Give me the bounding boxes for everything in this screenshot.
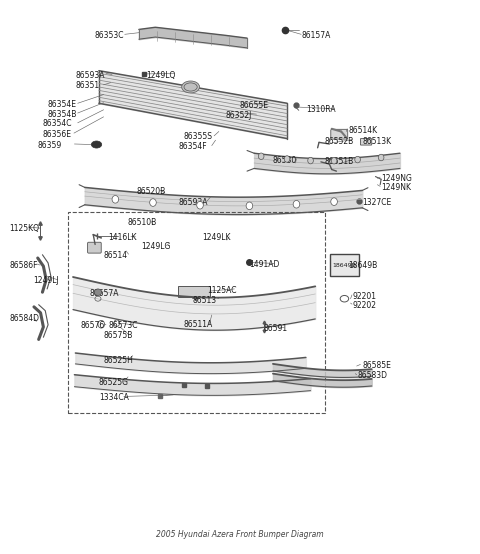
FancyBboxPatch shape (87, 242, 101, 253)
Circle shape (331, 198, 337, 206)
Text: 86593A: 86593A (179, 198, 208, 207)
FancyBboxPatch shape (179, 286, 210, 296)
Text: 86552B: 86552B (324, 137, 354, 146)
Text: 1125KQ: 1125KQ (10, 224, 39, 233)
Circle shape (112, 196, 119, 203)
Text: 86591: 86591 (264, 324, 288, 333)
Text: 86352J: 86352J (226, 111, 252, 120)
Text: 86584D: 86584D (10, 314, 39, 324)
Text: 86525H: 86525H (104, 356, 133, 365)
Text: 1327CE: 1327CE (362, 198, 392, 207)
Text: 1249NK: 1249NK (381, 183, 411, 192)
Text: 2005 Hyundai Azera Front Bumper Diagram: 2005 Hyundai Azera Front Bumper Diagram (156, 530, 324, 538)
Text: 86593A: 86593A (75, 70, 105, 80)
Text: 86551B: 86551B (324, 157, 354, 166)
FancyBboxPatch shape (360, 138, 372, 145)
Text: 1249LG: 1249LG (141, 242, 170, 251)
Text: 86354F: 86354F (179, 142, 207, 151)
Text: 86514: 86514 (104, 251, 128, 260)
Text: 1249NG: 1249NG (381, 174, 412, 183)
Circle shape (284, 156, 290, 162)
Text: 86354E: 86354E (47, 100, 76, 109)
Text: 86511A: 86511A (183, 320, 213, 329)
Text: 1125AC: 1125AC (207, 285, 237, 295)
Text: 86513K: 86513K (362, 137, 391, 146)
Text: 86514K: 86514K (348, 126, 377, 135)
Text: 86353C: 86353C (94, 31, 124, 40)
Text: 86576: 86576 (80, 321, 104, 330)
Text: 86351: 86351 (75, 81, 99, 90)
Text: 86354B: 86354B (47, 110, 76, 119)
Circle shape (197, 202, 204, 209)
Circle shape (355, 156, 360, 163)
Text: 86359: 86359 (38, 141, 62, 150)
Ellipse shape (181, 81, 200, 93)
Ellipse shape (91, 141, 102, 148)
Text: 86525G: 86525G (99, 378, 129, 387)
Text: 1491AD: 1491AD (250, 260, 280, 269)
Text: 86356E: 86356E (42, 130, 72, 138)
Text: 86657A: 86657A (89, 289, 119, 298)
Text: 86586F: 86586F (10, 260, 38, 270)
Text: 1249LJ: 1249LJ (33, 276, 59, 285)
Text: 86530: 86530 (273, 156, 297, 165)
Text: 86513: 86513 (193, 296, 217, 305)
Text: 18649B: 18649B (348, 260, 377, 270)
Circle shape (258, 153, 264, 160)
Circle shape (293, 201, 300, 208)
Text: 86583D: 86583D (358, 371, 387, 380)
Text: 92202: 92202 (353, 301, 377, 310)
Circle shape (150, 199, 156, 206)
Ellipse shape (94, 289, 102, 295)
Circle shape (378, 154, 384, 161)
Circle shape (246, 202, 252, 209)
Text: 86655E: 86655E (240, 101, 269, 110)
Circle shape (308, 157, 313, 164)
Text: 86585E: 86585E (362, 361, 391, 370)
Circle shape (331, 157, 337, 164)
Text: 86573C: 86573C (108, 321, 138, 330)
Text: 86510B: 86510B (127, 218, 156, 227)
Text: 1416LK: 1416LK (108, 233, 137, 243)
Text: 86354C: 86354C (42, 120, 72, 129)
Text: 86575B: 86575B (104, 331, 133, 340)
FancyBboxPatch shape (331, 129, 348, 139)
Text: 1334CA: 1334CA (99, 393, 129, 402)
Text: 86355S: 86355S (183, 132, 213, 141)
Text: 86157A: 86157A (301, 31, 331, 40)
Text: 86520B: 86520B (136, 187, 166, 196)
Text: 1249LQ: 1249LQ (146, 70, 175, 80)
Text: 92201: 92201 (353, 291, 377, 300)
Text: 18649B: 18649B (333, 263, 356, 268)
FancyBboxPatch shape (330, 254, 359, 276)
Text: 1310RA: 1310RA (306, 105, 336, 114)
Text: 1249LK: 1249LK (203, 233, 231, 243)
